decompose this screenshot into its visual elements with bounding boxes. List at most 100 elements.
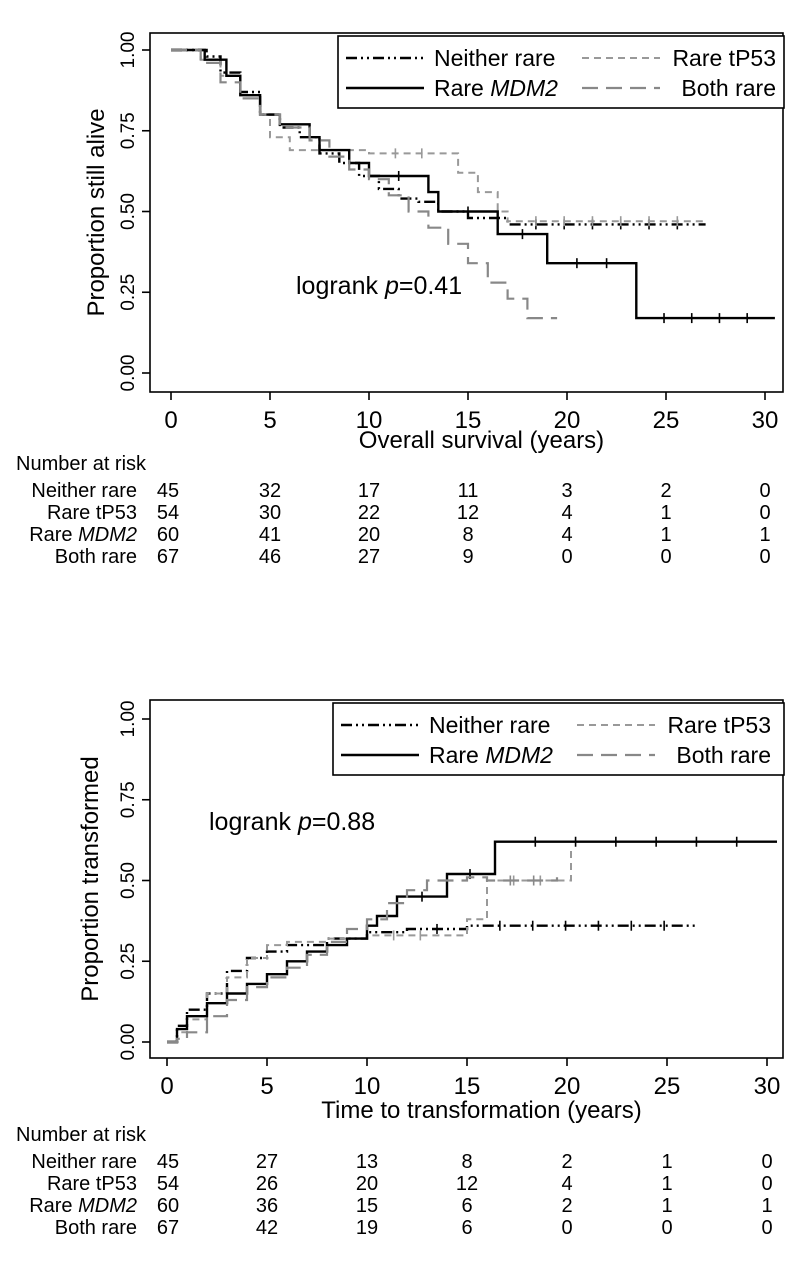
- x-tick-label: 5: [260, 1073, 273, 1100]
- series-line-rare-mdm2: [167, 840, 777, 1044]
- risk-value: 17: [358, 480, 380, 502]
- risk-value: 1: [660, 502, 671, 524]
- risk-value: 0: [761, 1151, 772, 1173]
- risk-table-header: Number at risk: [16, 1124, 147, 1146]
- risk-row-label: Neither rare: [31, 480, 137, 502]
- y-tick-label: 1.00: [118, 701, 139, 738]
- risk-value: 0: [759, 480, 770, 502]
- risk-value: 2: [561, 1195, 572, 1217]
- x-tick-label: 15: [455, 407, 482, 434]
- series-line-rare-mdm2: [171, 48, 775, 320]
- legend-label: Both rare: [681, 75, 776, 101]
- risk-value: 1: [759, 524, 770, 546]
- y-axis-title: Proportion still alive: [83, 108, 110, 316]
- risk-value: 22: [358, 502, 380, 524]
- x-tick-label: 20: [554, 1073, 581, 1100]
- risk-row-label: Rare MDM2: [29, 1195, 137, 1217]
- legend: Neither rare Rare tP53 Rare MDM2 Both rare: [332, 702, 785, 776]
- legend-label: Neither rare: [434, 45, 555, 71]
- risk-value: 41: [259, 524, 281, 546]
- y-tick-label: 0.25: [118, 274, 139, 311]
- risk-value: 45: [157, 480, 179, 502]
- series-line-rare-tp53: [171, 49, 706, 223]
- x-tick-label: 25: [653, 407, 680, 434]
- risk-value: 6: [461, 1195, 472, 1217]
- risk-value: 46: [259, 546, 281, 568]
- series-line-both-rare: [171, 48, 558, 320]
- x-tick-label: 15: [454, 1073, 481, 1100]
- y-tick-label: 0.75: [118, 112, 139, 149]
- y-tick-label: 0.50: [118, 193, 139, 230]
- y-tick-label: 1.00: [118, 32, 139, 69]
- risk-value: 0: [561, 546, 572, 568]
- risk-row-label: Both rare: [55, 546, 137, 568]
- risk-table-header: Number at risk: [16, 453, 147, 475]
- risk-value: 19: [356, 1217, 378, 1239]
- risk-value: 27: [256, 1151, 278, 1173]
- logrank-annotation: logrank p=0.41: [296, 272, 462, 300]
- risk-value: 2: [561, 1151, 572, 1173]
- risk-value: 1: [661, 1151, 672, 1173]
- chart-panel-1: 0.000.250.500.751.000 5 10 15 20 25 30Overall …: [16, 32, 785, 568]
- legend-label: Both rare: [676, 742, 771, 768]
- risk-value: 20: [356, 1173, 378, 1195]
- risk-value: 27: [358, 546, 380, 568]
- legend-label: Neither rare: [429, 712, 550, 738]
- risk-row-label: Neither rare: [31, 1151, 137, 1173]
- risk-value: 1: [761, 1195, 772, 1217]
- risk-value: 42: [256, 1217, 278, 1239]
- risk-value: 4: [561, 502, 572, 524]
- legend-box: [332, 702, 785, 776]
- legend-label: Rare tP53: [667, 712, 771, 738]
- plot-frame: [149, 32, 784, 393]
- risk-value: 0: [761, 1173, 772, 1195]
- risk-value: 8: [462, 524, 473, 546]
- legend-label: Rare tP53: [672, 45, 776, 71]
- risk-value: 15: [356, 1195, 378, 1217]
- series-line-both-rare: [167, 876, 559, 1044]
- legend: Neither rare Rare tP53 Rare MDM2 Both rare: [337, 35, 785, 109]
- risk-value: 4: [561, 524, 572, 546]
- y-tick-label: 0.00: [118, 355, 139, 392]
- risk-value: 4: [561, 1173, 572, 1195]
- risk-value: 26: [256, 1173, 278, 1195]
- risk-value: 60: [157, 1195, 179, 1217]
- y-tick-label: 0.50: [118, 862, 139, 899]
- risk-value: 11: [458, 480, 479, 502]
- y-tick-label: 0.25: [118, 943, 139, 980]
- risk-row-label: Both rare: [55, 1217, 137, 1239]
- risk-value: 0: [561, 1217, 572, 1239]
- risk-value: 0: [761, 1217, 772, 1239]
- x-axis-title: Overall survival (years): [359, 427, 604, 454]
- risk-value: 12: [456, 1173, 478, 1195]
- risk-value: 0: [759, 502, 770, 524]
- risk-value: 54: [157, 502, 179, 524]
- risk-value: 36: [256, 1195, 278, 1217]
- risk-row-label: Rare tP53: [47, 1173, 137, 1195]
- legend-label: Rare MDM2: [429, 742, 553, 768]
- y-tick-label: 0.00: [118, 1024, 139, 1061]
- risk-value: 1: [661, 1173, 672, 1195]
- risk-value: 20: [358, 524, 380, 546]
- x-tick-label: 20: [554, 407, 581, 434]
- risk-value: 30: [259, 502, 281, 524]
- risk-value: 1: [661, 1195, 672, 1217]
- x-tick-label: 30: [754, 1073, 781, 1100]
- risk-value: 2: [660, 480, 671, 502]
- risk-value: 12: [457, 502, 479, 524]
- risk-value: 0: [759, 546, 770, 568]
- risk-value: 67: [157, 546, 179, 568]
- risk-value: 0: [661, 1217, 672, 1239]
- x-tick-label: 5: [263, 407, 276, 434]
- risk-value: 8: [461, 1151, 472, 1173]
- risk-value: 67: [157, 1217, 179, 1239]
- y-tick-label: 0.75: [118, 781, 139, 818]
- risk-row-label: Rare tP53: [47, 502, 137, 524]
- series-line-neither-rare: [167, 924, 697, 1044]
- legend-box: [337, 35, 785, 109]
- x-axis-title: Time to transformation (years): [321, 1097, 642, 1124]
